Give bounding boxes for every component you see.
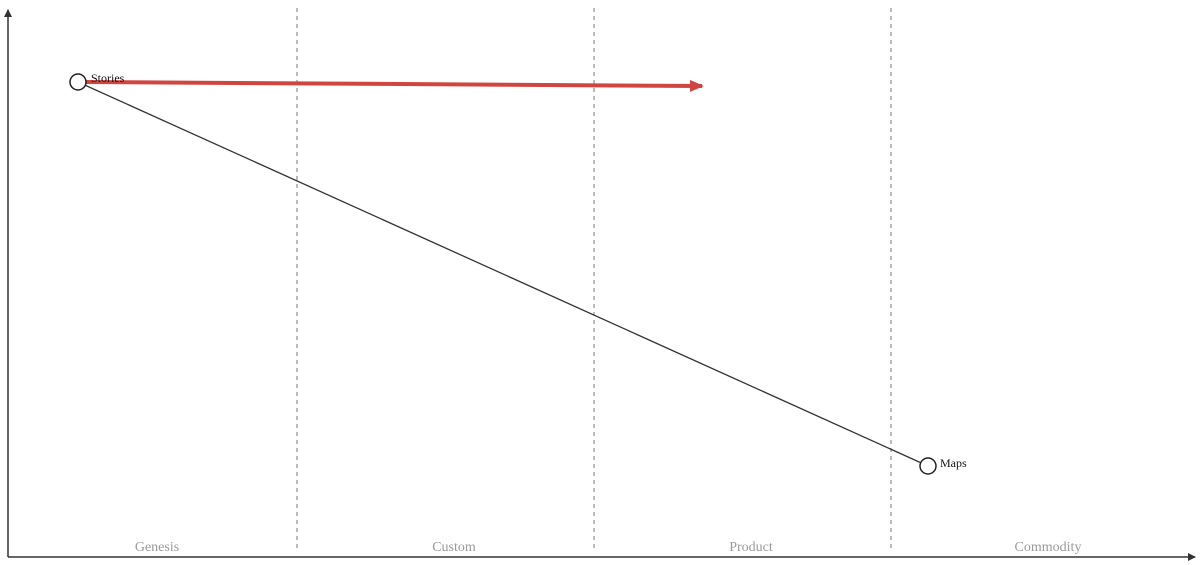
stage-label-commodity: Commodity	[1015, 540, 1082, 555]
stage-label-genesis: Genesis	[135, 540, 179, 555]
component-node-stories[interactable]	[69, 73, 87, 91]
component-label-maps: Maps	[940, 456, 967, 470]
component-node-maps[interactable]	[919, 457, 937, 475]
stage-label-product: Product	[729, 540, 773, 555]
component-stories[interactable]: Stories	[69, 71, 125, 91]
link-stories-maps	[77, 81, 929, 467]
component-label-stories: Stories	[91, 71, 125, 85]
stage-label-custom: Custom	[432, 540, 476, 555]
component-maps[interactable]: Maps	[919, 456, 967, 475]
evolution-arrow	[85, 79, 704, 92]
